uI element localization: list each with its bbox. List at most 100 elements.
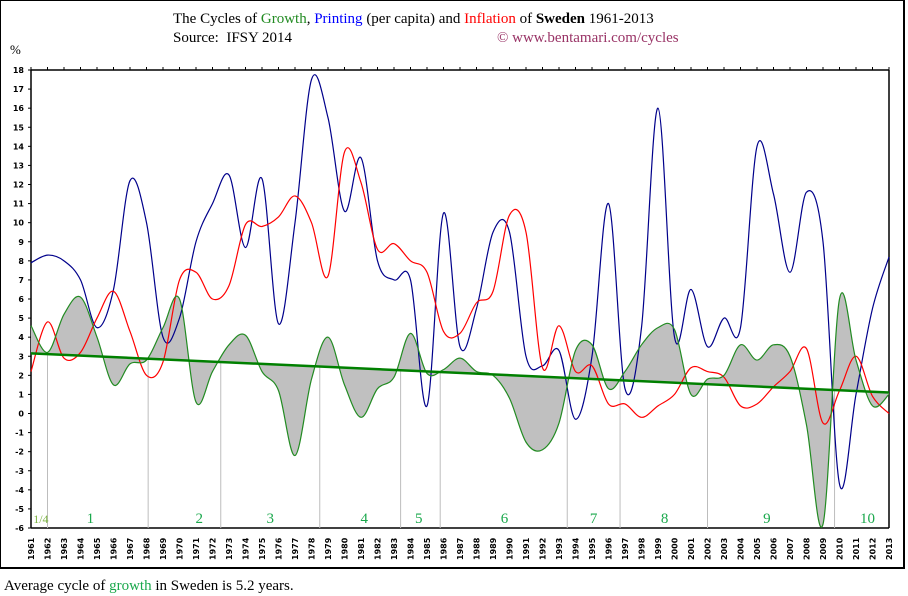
- x-tick-label: 2013: [885, 538, 894, 560]
- y-tick-label: 9: [18, 238, 24, 247]
- x-tick-label: 1994: [572, 537, 581, 560]
- y-tick-label: 1: [18, 390, 24, 399]
- y-tick-label: 12: [13, 181, 24, 190]
- title-years: 1961-2013: [585, 11, 654, 27]
- x-tick-label: 2005: [753, 537, 762, 560]
- x-tick-label: 1983: [390, 538, 399, 560]
- x-tick-label: 1965: [93, 537, 102, 560]
- x-tick-label: 1967: [126, 538, 135, 560]
- title-of: of: [515, 11, 536, 27]
- x-tick-label: 1962: [44, 538, 53, 560]
- x-tick-label: 2002: [704, 538, 713, 560]
- series-line-printing: [30, 74, 890, 489]
- x-tick-label: 1974: [242, 537, 251, 560]
- x-tick-label: 1992: [539, 538, 548, 560]
- y-tick-label: -1: [15, 429, 24, 438]
- footer-growth: growth: [109, 578, 152, 594]
- cycle-label: 8: [661, 511, 669, 527]
- x-tick-label: 1996: [605, 537, 614, 560]
- x-tick-label: 2010: [836, 537, 845, 560]
- x-tick-label: 1993: [555, 538, 564, 560]
- x-tick-label: 1986: [440, 537, 449, 560]
- y-tick-label: 11: [13, 200, 25, 209]
- title-prefix: The Cycles of: [173, 11, 261, 27]
- cycle-label: 10: [860, 511, 875, 527]
- title-middle: (per capita) and: [362, 11, 465, 27]
- x-tick-label: 1980: [341, 537, 350, 560]
- footer-prefix: Average cycle of: [4, 578, 110, 594]
- cycle-label: 9: [763, 511, 771, 527]
- x-tick-label: 1988: [473, 537, 482, 560]
- x-tick-label: 1972: [209, 538, 218, 560]
- y-tick-label: 2: [18, 371, 24, 380]
- cycle-label: 5: [415, 511, 423, 527]
- x-tick-label: 1978: [308, 537, 317, 560]
- x-tick-label: 1985: [423, 537, 432, 560]
- x-tick-label: 1975: [258, 537, 267, 560]
- y-tick-label: -5: [15, 505, 24, 514]
- y-tick-label: 18: [13, 66, 25, 75]
- x-tick-label: 2004: [737, 537, 746, 560]
- x-tick-label: 1990: [506, 537, 515, 560]
- title-country: Sweden: [535, 11, 586, 27]
- y-tick-label: 15: [13, 123, 25, 132]
- y-tick-label: 17: [13, 85, 24, 94]
- x-tick-label: 1961: [27, 537, 36, 560]
- title-growth: Growth: [260, 11, 307, 27]
- cycle-label: 1/4: [33, 512, 48, 526]
- x-tick-label: 2009: [819, 537, 828, 560]
- x-tick-label: 1979: [324, 537, 333, 560]
- x-tick-label: 1991: [522, 537, 531, 560]
- x-tick-label: 1982: [374, 538, 383, 560]
- x-tick-label: 1998: [638, 537, 647, 560]
- x-tick-label: 1977: [291, 538, 300, 560]
- cycle-label: 7: [590, 511, 598, 527]
- y-tick-label: 5: [18, 314, 24, 323]
- cycle-label: 2: [196, 511, 204, 527]
- x-tick-label: 1976: [275, 537, 284, 560]
- x-tick-label: 1987: [456, 538, 465, 560]
- x-tick-label: 2001: [687, 537, 696, 560]
- x-tick-label: 1989: [489, 537, 498, 560]
- x-tick-label: 1964: [77, 537, 86, 560]
- x-tick-label: 1999: [654, 537, 663, 560]
- y-tick-label: 13: [13, 161, 24, 170]
- chart-source: Source: IFSY 2014: [173, 30, 293, 46]
- x-tick-label: 1997: [621, 538, 630, 560]
- x-tick-label: 2000: [671, 537, 680, 560]
- x-tick-label: 1969: [159, 537, 168, 560]
- x-tick-label: 2008: [803, 537, 812, 560]
- y-tick-label: 16: [13, 104, 25, 113]
- chart-title: The Cycles of Growth, Printing (per capi…: [173, 11, 654, 28]
- y-tick-label: 0: [18, 410, 24, 419]
- x-tick-label: 2007: [786, 538, 795, 560]
- x-tick-label: 1981: [357, 537, 366, 560]
- x-tick-label: 2006: [770, 537, 779, 560]
- y-tick-label: 8: [18, 257, 24, 266]
- x-tick-label: 1984: [407, 537, 416, 560]
- x-tick-label: 1968: [143, 537, 152, 560]
- y-tick-label: 3: [18, 352, 24, 361]
- x-tick-label: 2012: [869, 538, 878, 560]
- y-tick-label: -4: [15, 486, 24, 495]
- footer-note: Average cycle of growth in Sweden is 5.2…: [4, 578, 294, 595]
- cycle-label: 6: [501, 511, 509, 527]
- growth-trend-line: [30, 352, 890, 394]
- chart-credit: © www.bentamari.com/cycles: [497, 30, 679, 46]
- title-comma: ,: [306, 11, 311, 27]
- growth-fill-area: [31, 292, 889, 528]
- y-tick-label: 14: [13, 142, 25, 151]
- x-tick-label: 1995: [588, 537, 597, 560]
- chart-frame: [0, 0, 905, 569]
- x-tick-label: 1966: [110, 537, 119, 560]
- y-tick-label: -6: [15, 524, 24, 533]
- y-tick-label: 7: [18, 276, 24, 285]
- cycle-label: 3: [267, 511, 275, 527]
- y-tick-label: 10: [13, 219, 25, 228]
- x-tick-label: 1973: [225, 538, 234, 560]
- y-axis-unit: %: [10, 42, 21, 57]
- x-tick-label: 2011: [852, 537, 861, 560]
- title-inflation: Inflation: [464, 11, 516, 27]
- x-tick-label: 1971: [192, 537, 201, 560]
